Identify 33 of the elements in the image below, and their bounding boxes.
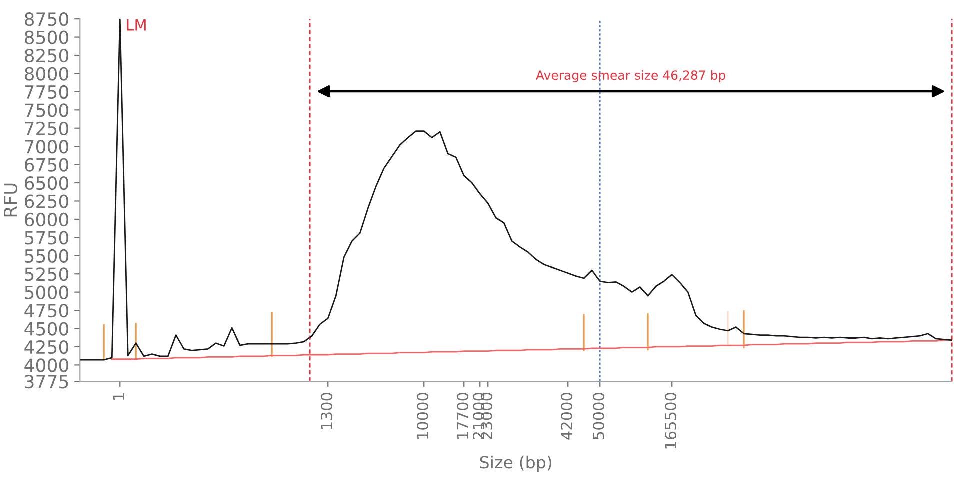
- x-tick-label: 1: [113, 393, 124, 400]
- y-tick-label: 8250: [24, 48, 69, 63]
- x-tick-label: 17700: [456, 393, 469, 439]
- y-tick-label: 6250: [25, 194, 69, 208]
- x-tick-label: 165500: [664, 393, 677, 449]
- y-axis-title: RFU: [4, 184, 18, 217]
- annotation: LM: [127, 20, 146, 31]
- annotation: Average smear size 46,287 bp: [536, 70, 726, 83]
- y-tick-label: 5500: [25, 249, 69, 264]
- y-tick-label: 8500: [24, 30, 69, 44]
- x-axis-title: Size (bp): [480, 456, 552, 472]
- y-tick-label: 8000: [24, 67, 69, 81]
- y-tick-label: 5250: [25, 268, 69, 282]
- x-tick-label: 50000: [592, 393, 605, 440]
- y-tick-label: 4000: [24, 358, 69, 372]
- y-tick-label: 6500: [25, 176, 69, 190]
- y-tick-label: 7250: [25, 122, 69, 136]
- y-tick-label: 5750: [25, 231, 69, 245]
- y-tick-label: 8750: [24, 12, 69, 26]
- x-tick-label: 42000: [560, 393, 573, 440]
- x-tick-label: 10000: [416, 393, 429, 439]
- y-tick-label: 6750: [25, 158, 69, 172]
- y-tick-label: 3775: [25, 375, 68, 389]
- line-series: [80, 19, 952, 361]
- y-tick-label: 7000: [25, 140, 69, 154]
- y-tick-label: 6000: [25, 212, 69, 227]
- y-tick-label: 4750: [24, 304, 69, 318]
- y-tick-label: 4250: [24, 340, 69, 354]
- x-tick-label: 1300: [321, 393, 333, 430]
- y-tick-label: 7750: [25, 85, 69, 100]
- y-tick-label: 5000: [25, 286, 69, 300]
- y-tick-label: 4500: [24, 322, 69, 336]
- y-tick-label: 7500: [25, 104, 69, 118]
